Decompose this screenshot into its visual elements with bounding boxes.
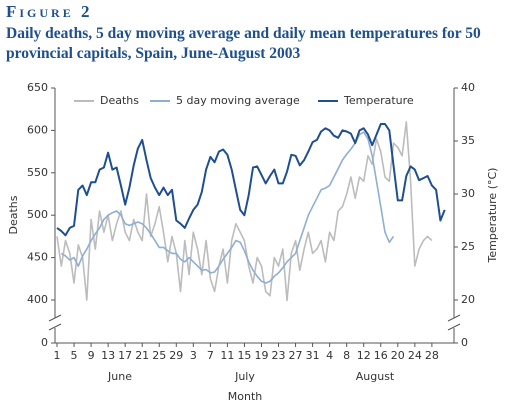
month-label: June	[107, 370, 132, 383]
month-label: July	[234, 370, 255, 383]
x-tick-label: 3	[190, 349, 197, 362]
y2-tick-label: 40	[461, 81, 475, 94]
month-label: August	[356, 370, 395, 383]
series-line	[56, 121, 433, 302]
x-tick-label: 7	[207, 349, 214, 362]
axis-break-gap	[48, 318, 62, 328]
axis-break	[48, 323, 62, 331]
x-tick-label: 20	[391, 349, 405, 362]
y-tick-label: 400	[27, 293, 48, 306]
y-tick-label: 600	[27, 123, 48, 136]
x-tick-label: 25	[152, 349, 166, 362]
legend-label: Deaths	[100, 94, 139, 107]
x-tick-label: 19	[254, 349, 268, 362]
x-tick-label: 31	[306, 349, 320, 362]
legend-label: 5 day moving average	[176, 94, 300, 107]
x-tick-label: 28	[425, 349, 439, 362]
y2-tick-label: 25	[461, 240, 475, 253]
y2-tick-label: 0	[461, 336, 468, 349]
y2-axis-label: Temperature (°C)	[486, 168, 499, 264]
y-tick-label: 650	[27, 81, 48, 94]
x-axis-label: Month	[228, 390, 263, 403]
x-tick-label: 13	[101, 349, 115, 362]
legend-label: Temperature	[343, 94, 414, 107]
y-tick-label: 450	[27, 251, 48, 264]
y-tick-label: 550	[27, 166, 48, 179]
chart-title: Daily deaths, 5 day moving average and d…	[6, 25, 481, 62]
y-tick-label: 0	[41, 336, 48, 349]
x-tick-label: 21	[135, 349, 149, 362]
x-tick-label: 27	[289, 349, 303, 362]
x-tick-label: 16	[374, 349, 388, 362]
y2-tick-label: 20	[461, 293, 475, 306]
series-line	[56, 123, 446, 237]
x-tick-label: 4	[326, 349, 333, 362]
axis-break-gap	[447, 318, 461, 328]
x-tick-label: 23	[272, 349, 286, 362]
x-tick-label: 9	[88, 349, 95, 362]
x-tick-label: 17	[118, 349, 132, 362]
x-tick-label: 15	[237, 349, 251, 362]
x-tick-label: 1	[54, 349, 61, 362]
x-tick-label: 5	[71, 349, 78, 362]
x-tick-label: 24	[408, 349, 422, 362]
axis-break	[48, 314, 62, 322]
y-axis-label: Deaths	[7, 195, 20, 234]
axis-break	[447, 314, 461, 322]
figure-label: Figure 2	[6, 2, 93, 21]
y-tick-label: 500	[27, 208, 48, 221]
y2-tick-label: 30	[461, 187, 475, 200]
x-tick-label: 29	[169, 349, 183, 362]
x-tick-label: 8	[343, 349, 350, 362]
x-tick-label: 11	[220, 349, 234, 362]
x-tick-label: 12	[357, 349, 371, 362]
axis-break	[447, 323, 461, 331]
series-line	[60, 131, 395, 284]
y2-tick-label: 35	[461, 134, 475, 147]
